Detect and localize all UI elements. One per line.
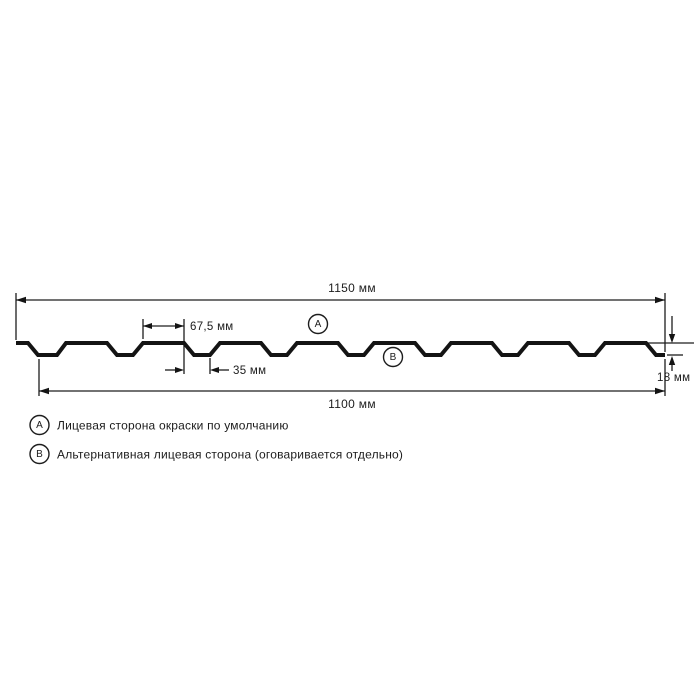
legend-a-circle [29, 414, 50, 436]
legend-b-circle [29, 443, 50, 465]
legend-b-letter: B [36, 449, 43, 460]
arrow-left-icon [39, 387, 49, 395]
marker-a-letter: A [315, 319, 322, 330]
legend-b-text: Альтернативная лицевая сторона (оговарив… [57, 448, 403, 462]
legend-a-text: Лицевая сторона окраски по умолчанию [57, 419, 289, 433]
arrow-right-icon [655, 387, 665, 395]
arrow-right-icon [655, 296, 665, 304]
dimension-crest-top: 67,5 мм [142, 319, 234, 374]
marker-a-circle [307, 313, 329, 335]
legend-item-b: B Альтернативная лицевая сторона (оговар… [29, 443, 403, 465]
crest-top-label: 67,5 мм [190, 321, 234, 333]
dimension-valley-bottom: 35 мм [165, 358, 266, 377]
sheet-profile-outline [16, 341, 665, 357]
dimension-working-width: 1100 мм [38, 359, 666, 411]
marker-b-letter: B [390, 352, 397, 363]
arrow-left-icon [143, 323, 152, 329]
arrow-right-icon [175, 367, 184, 373]
total-width-label: 1150 мм [328, 281, 376, 295]
marker-b: B [382, 346, 404, 368]
height-label: 18 мм [657, 372, 690, 384]
working-width-label: 1100 мм [328, 397, 376, 411]
arrow-right-icon [175, 323, 184, 329]
arrow-left-icon [16, 296, 26, 304]
valley-bottom-label: 35 мм [233, 365, 266, 377]
dimension-total-width: 1150 мм [15, 281, 666, 352]
arrow-down-icon [668, 334, 676, 343]
marker-b-circle [382, 346, 404, 368]
legend-item-a: A Лицевая сторона окраски по умолчанию [29, 414, 289, 436]
legend-a-letter: A [36, 420, 43, 431]
marker-a: A [307, 313, 329, 335]
arrow-up-icon [668, 356, 676, 365]
arrow-left-icon [210, 367, 219, 373]
legend: A Лицевая сторона окраски по умолчанию B… [29, 414, 403, 465]
